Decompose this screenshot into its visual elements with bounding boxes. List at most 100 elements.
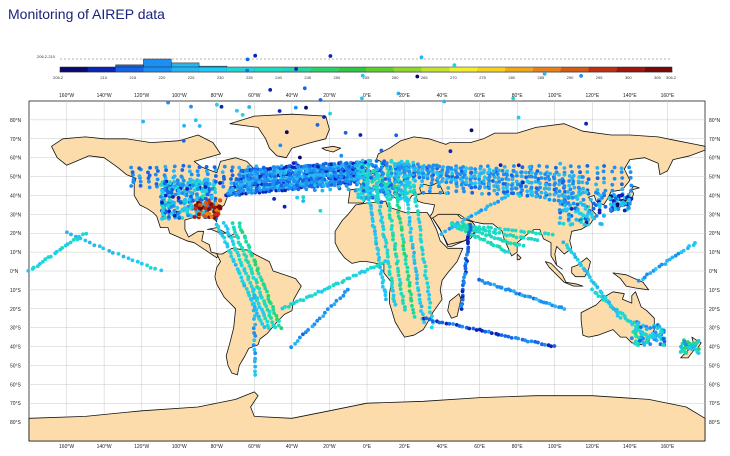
observation-dot xyxy=(297,170,301,175)
observation-dot xyxy=(508,288,513,293)
observation-dot xyxy=(565,245,570,250)
observation-dot xyxy=(561,179,566,184)
observation-dot xyxy=(453,178,458,183)
observation-dot xyxy=(455,171,459,176)
observation-dot xyxy=(229,177,233,181)
legend-max-label: 306.2 xyxy=(666,75,677,80)
observation-dot xyxy=(236,236,241,240)
observation-dot xyxy=(464,176,469,181)
observation-dot xyxy=(431,166,435,171)
latitude-labels-right: 80°N 70°N 60°N 50°N 40°N 30°N 20°N 10°N 0°N 10°S 2… xyxy=(709,118,721,426)
observation-dot xyxy=(480,328,484,333)
observation-dot xyxy=(301,199,306,203)
observation-dot xyxy=(253,322,258,327)
observation-dot xyxy=(65,242,70,247)
legend-tick-label: 210 xyxy=(100,75,107,80)
observation-dot xyxy=(501,182,506,186)
observation-dot xyxy=(608,202,613,207)
observation-dot xyxy=(375,171,380,176)
observation-dot xyxy=(521,243,526,248)
observation-dot xyxy=(358,133,363,137)
observation-dot xyxy=(188,169,192,174)
observation-dot xyxy=(262,325,267,329)
observation-dot xyxy=(503,334,508,338)
observation-dot xyxy=(594,203,598,208)
observation-dot xyxy=(317,316,322,321)
observation-dot xyxy=(579,263,583,268)
observation-dot xyxy=(378,272,383,276)
observation-dot xyxy=(451,322,455,326)
observation-dot xyxy=(571,201,576,206)
observation-dot xyxy=(612,202,617,206)
observation-dot xyxy=(524,170,528,175)
madagascar-landmass xyxy=(447,293,462,319)
observation-dot xyxy=(402,184,407,189)
observation-dot xyxy=(427,297,431,301)
observation-dot xyxy=(439,232,444,237)
observation-dot xyxy=(529,180,534,185)
observation-dot xyxy=(216,224,221,229)
observation-dot xyxy=(75,237,80,242)
legend-color-cell xyxy=(532,67,561,72)
observation-dot xyxy=(195,192,199,197)
observation-dot xyxy=(346,179,350,184)
observation-dot xyxy=(557,221,562,226)
observation-dot xyxy=(603,188,608,193)
observation-dot xyxy=(375,194,380,199)
observation-dot xyxy=(163,164,168,169)
observation-dot xyxy=(444,321,449,326)
observation-dot xyxy=(279,183,284,188)
observation-dot xyxy=(412,315,417,319)
observation-dot xyxy=(661,342,666,347)
observation-dot xyxy=(494,166,499,171)
observation-dot xyxy=(495,192,500,196)
observation-dot xyxy=(411,254,416,259)
observation-dot xyxy=(454,323,459,327)
observation-dot xyxy=(406,182,410,187)
observation-dot xyxy=(160,191,165,196)
observation-dot xyxy=(193,198,198,203)
observation-dot xyxy=(525,179,530,184)
observation-dot xyxy=(221,221,226,225)
observation-dot xyxy=(515,173,519,178)
observation-dot xyxy=(275,168,280,173)
observation-dot xyxy=(393,180,397,185)
observation-dot xyxy=(384,241,389,245)
observation-dot xyxy=(416,168,421,173)
observation-dot xyxy=(310,324,315,329)
observation-dot xyxy=(141,119,146,124)
observation-dot xyxy=(387,272,392,277)
observation-dot xyxy=(403,262,408,266)
observation-dot xyxy=(273,325,277,330)
observation-dot xyxy=(247,249,252,254)
observation-dot xyxy=(659,262,664,267)
observation-dot xyxy=(289,345,294,350)
observation-dot xyxy=(552,176,557,181)
observation-dot xyxy=(247,105,252,109)
observation-dot xyxy=(243,236,248,240)
observation-dot xyxy=(181,178,186,183)
observation-dot xyxy=(229,168,234,173)
observation-dot xyxy=(316,289,321,294)
observation-dot xyxy=(599,291,604,295)
indonesia-landmass xyxy=(545,261,584,287)
observation-dot xyxy=(696,347,701,351)
observation-dot xyxy=(295,299,299,304)
observation-dot xyxy=(301,195,306,200)
observation-dot xyxy=(246,164,251,169)
observation-dot xyxy=(362,196,366,201)
observation-dot xyxy=(92,243,97,248)
observation-dot xyxy=(644,332,648,337)
observation-dot xyxy=(232,227,237,232)
observation-dot xyxy=(492,282,497,287)
observation-dot xyxy=(567,212,571,217)
observation-dot xyxy=(54,249,59,254)
observation-dot xyxy=(511,168,516,173)
longitude-label: 80°W xyxy=(211,444,224,450)
observation-dot xyxy=(629,188,633,193)
observation-dot xyxy=(360,73,365,78)
observation-dot xyxy=(462,189,466,194)
observation-dot xyxy=(501,190,506,194)
observation-dot xyxy=(469,214,474,218)
observation-dot xyxy=(517,194,522,198)
